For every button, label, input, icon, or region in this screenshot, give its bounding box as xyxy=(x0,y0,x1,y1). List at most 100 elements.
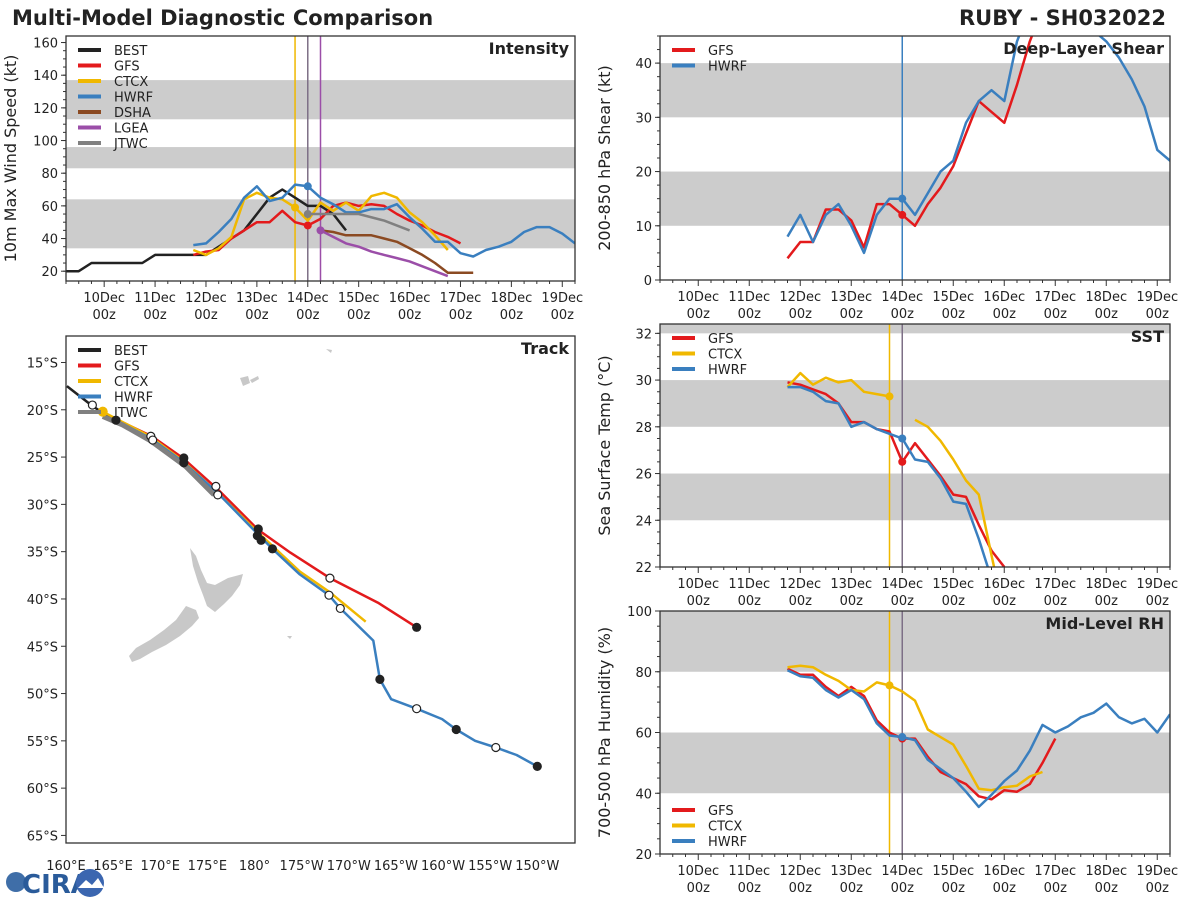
chart-shear: 0 10 20 30 40 10Dec 00z 11Dec 00z 12Dec 00z 13Dec 00… xyxy=(595,35,1178,322)
x-tick-label-date: 16Dec xyxy=(983,290,1025,305)
y-tick-label: 60°S xyxy=(27,782,58,797)
legend-label: HWRF xyxy=(114,91,153,106)
legend-label: BEST xyxy=(114,344,147,359)
x-tick-label-date: 10Dec xyxy=(677,577,719,592)
axes-frame xyxy=(65,335,576,844)
x-tick-label-hour: 00z xyxy=(1095,881,1119,896)
legend-label: CTCX xyxy=(114,375,148,390)
legend-item-dsha: DSHA xyxy=(78,106,151,121)
y-tick-label: 40°S xyxy=(27,593,58,608)
x-tick-label-date: 15Dec xyxy=(932,864,974,879)
track-marker-filled xyxy=(97,406,108,417)
series-line-gfs xyxy=(786,36,1034,260)
legend-item-ctcx: CTCX xyxy=(672,820,742,835)
init-point-gfs xyxy=(898,210,907,219)
x-tick-label-hour: 00z xyxy=(1095,307,1119,322)
init-point-lgea xyxy=(316,226,325,235)
track-marker-open xyxy=(213,490,223,500)
x-tick-label-date: 12Dec xyxy=(779,864,821,879)
x-tick-label: 180° xyxy=(239,859,270,874)
panel-title: Deep-Layer Shear xyxy=(1003,39,1164,58)
plot-area xyxy=(660,611,1170,854)
y-tick-label: 32 xyxy=(635,327,652,342)
series-line-hwrf xyxy=(786,36,1170,255)
y-tick-label: 30 xyxy=(635,111,652,126)
x-tick-label-hour: 00z xyxy=(840,594,864,609)
y-tick-label: 140 xyxy=(33,69,58,84)
x-tick-label: 170°E xyxy=(140,859,180,874)
y-tick-label: 60 xyxy=(635,727,652,742)
x-tick-label-date: 16Dec xyxy=(983,577,1025,592)
legend-label: GFS xyxy=(708,332,734,347)
x-tick-label: 150°W xyxy=(515,859,559,874)
x-tick-label-hour: 00z xyxy=(891,881,915,896)
x-tick-label-date: 17Dec xyxy=(1034,290,1076,305)
series-line-gfs xyxy=(787,381,1006,567)
x-tick-label-date: 16Dec xyxy=(389,291,431,306)
y-axis-label: Sea Surface Temp (°C) xyxy=(595,355,614,535)
track-marker-filled xyxy=(111,415,121,425)
y-tick-label: 0 xyxy=(644,274,652,289)
x-tick-label: 165°W xyxy=(374,859,418,874)
x-tick-label-date: 11Dec xyxy=(728,577,770,592)
panel-title: Intensity xyxy=(489,39,570,58)
init-point-gfs xyxy=(303,221,312,230)
legend-label: DSHA xyxy=(114,106,151,121)
track-marker-filled xyxy=(451,724,461,735)
x-tick-label-hour: 00z xyxy=(92,308,116,323)
x-tick-label-date: 13Dec xyxy=(830,290,872,305)
x-tick-label-date: 18Dec xyxy=(1085,577,1127,592)
series-line-jtwc xyxy=(101,414,216,497)
map-land xyxy=(129,349,332,662)
x-tick-label-hour: 00z xyxy=(1146,307,1170,322)
x-tick-label: 175°W xyxy=(280,859,324,874)
x-tick-label-hour: 00z xyxy=(1095,594,1119,609)
init-point-hwrf xyxy=(303,182,312,191)
x-tick-label-hour: 00z xyxy=(143,308,167,323)
init-point-ctcx xyxy=(291,203,300,212)
legend-label: GFS xyxy=(708,804,734,819)
track-marker-filled xyxy=(412,622,422,632)
legend-item-hwrf: HWRF xyxy=(672,363,747,378)
series-line-hwrf xyxy=(193,183,575,258)
x-tick-label-hour: 00z xyxy=(993,594,1017,609)
x-tick-label-hour: 00z xyxy=(1146,594,1170,609)
cira-logo: CIRA xyxy=(6,869,104,900)
legend-item-hwrf: HWRF xyxy=(78,91,153,106)
figure-title: Multi-Model Diagnostic Comparison xyxy=(12,6,433,30)
shaded-band xyxy=(660,732,1170,794)
x-tick-label-date: 14Dec xyxy=(287,291,329,306)
x-tick-label-date: 19Dec xyxy=(1136,290,1178,305)
x-tick-label-date: 18Dec xyxy=(491,291,533,306)
series-line-lgea xyxy=(319,229,449,278)
x-tick-label-hour: 00z xyxy=(993,881,1017,896)
x-tick-label-hour: 00z xyxy=(1044,307,1068,322)
x-tick-label-date: 19Dec xyxy=(1136,577,1178,592)
plot-area xyxy=(66,36,575,281)
x-tick-label-date: 15Dec xyxy=(932,577,974,592)
legend-item-gfs: GFS xyxy=(78,360,140,375)
track-marker-filled xyxy=(256,535,266,545)
x-tick-label-date: 14Dec xyxy=(881,290,923,305)
legend-item-hwrf: HWRF xyxy=(672,60,747,75)
x-tick-label-date: 17Dec xyxy=(1034,577,1076,592)
plot-area xyxy=(660,324,1170,567)
y-tick-label: 28 xyxy=(635,421,652,436)
y-tick-label: 20 xyxy=(635,166,652,181)
y-tick-label: 80 xyxy=(41,167,58,182)
init-point-hwrf xyxy=(898,194,907,203)
track-marker-filled xyxy=(267,544,278,554)
shaded-band xyxy=(660,324,1170,334)
legend-item-best: BEST xyxy=(78,44,147,59)
series-line-hwrf xyxy=(787,385,990,567)
legend-label: HWRF xyxy=(708,60,747,75)
track-marker-filled xyxy=(532,761,542,771)
x-tick-label: 160°W xyxy=(421,859,465,874)
x-tick-label-hour: 00z xyxy=(942,307,966,322)
x-tick-label-date: 13Dec xyxy=(236,291,278,306)
init-point-gfs xyxy=(898,457,907,466)
legend-label: HWRF xyxy=(708,363,747,378)
